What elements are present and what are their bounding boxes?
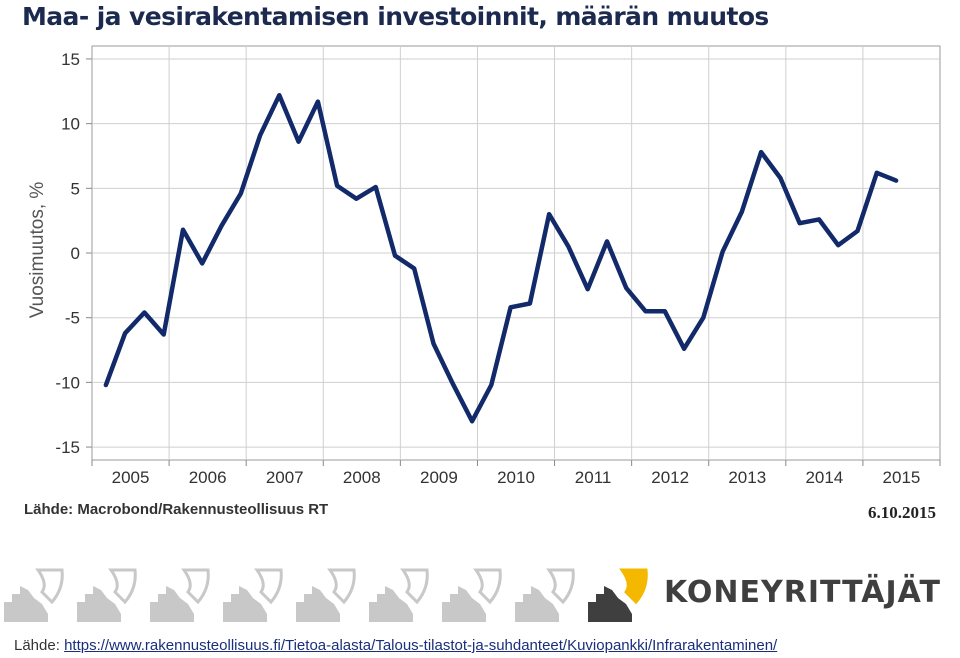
x-tick-label: 2008 [343, 468, 381, 487]
grid-layer [86, 45, 941, 466]
series-line [103, 92, 899, 424]
chart-title: Maa- ja vesirakentamisen investoinnit, m… [22, 2, 769, 31]
y-tick-label: 5 [71, 179, 80, 198]
tick-label-layer: 15 10 5 0 -5 -10 -15 2005 2006 2007 2008 2009 2010 20… [55, 50, 920, 487]
chart-source-label: Lähde: Macrobond/Rakennusteollisuus RT [24, 501, 329, 518]
footer-source-label: Lähde: [14, 637, 60, 654]
bucket-outline-icon [473, 568, 502, 605]
gear-silhouette-icon [4, 586, 48, 622]
gear-silhouette-icon [77, 586, 121, 622]
x-tick-label: 2010 [497, 468, 535, 487]
y-tick-label: -5 [65, 309, 80, 328]
x-tick-label: 2009 [420, 468, 458, 487]
chart-date: 6.10.2015 [868, 503, 936, 522]
x-tick-label: 2006 [189, 468, 227, 487]
brand-logo-strip [4, 568, 648, 622]
bucket-outline-icon [35, 568, 64, 605]
bucket-outline-icon [108, 568, 137, 605]
bucket-outline-icon [254, 568, 283, 605]
footer-source: Lähde: https://www.rakennusteollisuus.fi… [14, 637, 777, 654]
logo-mark-icon [588, 586, 632, 622]
y-tick-label: 0 [71, 244, 80, 263]
bucket-outline-icon [327, 568, 356, 605]
bucket-outline-icon [400, 568, 429, 605]
x-tick-label: 2012 [651, 468, 689, 487]
x-tick-label: 2014 [805, 468, 843, 487]
gear-silhouette-icon [223, 586, 267, 622]
gear-silhouette-icon [369, 586, 413, 622]
gear-silhouette-icon [150, 586, 194, 622]
x-tick-label: 2015 [883, 468, 921, 487]
bucket-outline-icon [181, 568, 210, 605]
gear-silhouette-icon [296, 586, 340, 622]
series-layer [103, 92, 899, 424]
footer-source-link[interactable]: https://www.rakennusteollisuus.fi/Tietoa… [64, 637, 778, 654]
y-axis-label: Vuosimuutos, % [27, 181, 48, 319]
x-tick-label: 2005 [112, 468, 150, 487]
y-tick-label: 10 [61, 115, 80, 134]
bucket-outline-icon [546, 568, 575, 605]
x-tick-label: 2013 [728, 468, 766, 487]
logo-bucket-icon [619, 568, 648, 605]
x-tick-label: 2007 [266, 468, 304, 487]
brand-name: KONEYRITTÄJÄT [664, 575, 942, 610]
gear-silhouette-icon [442, 586, 486, 622]
y-tick-label: -10 [55, 373, 80, 392]
x-tick-label: 2011 [575, 468, 612, 487]
y-tick-label: 15 [61, 50, 80, 69]
gear-silhouette-icon [515, 586, 559, 622]
line-chart: 15 10 5 0 -5 -10 -15 2005 2006 2007 2008 2009 2010 20… [55, 45, 941, 487]
y-tick-label: -15 [55, 438, 80, 457]
